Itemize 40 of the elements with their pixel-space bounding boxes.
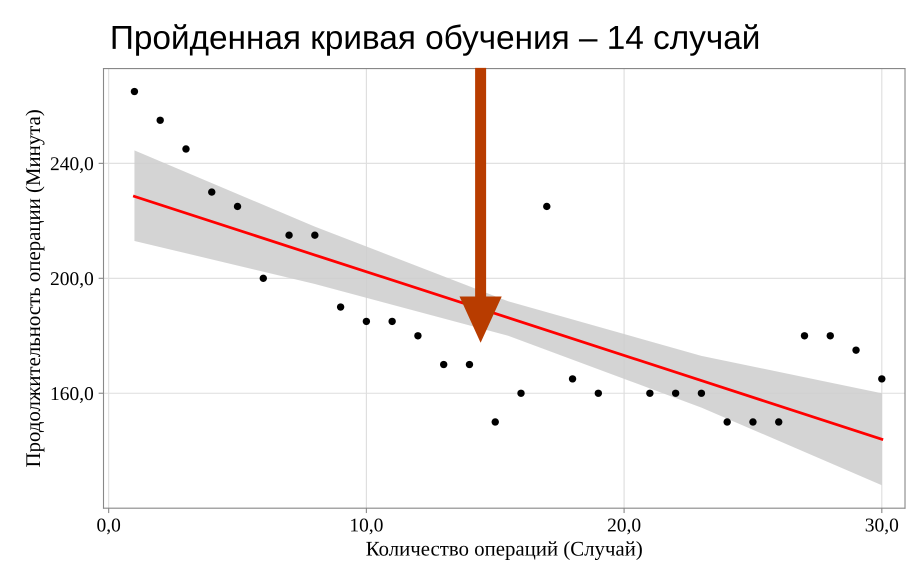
point	[749, 418, 757, 426]
line-series	[133, 195, 884, 441]
point	[800, 332, 808, 340]
point	[260, 274, 267, 282]
point	[672, 390, 680, 397]
point	[336, 303, 344, 311]
x-tick-label: 0,0	[97, 518, 120, 534]
point	[543, 202, 550, 210]
point	[362, 318, 370, 326]
y-tick-label: 240,0	[50, 157, 94, 174]
point	[646, 390, 654, 397]
point	[517, 390, 525, 397]
x-tick-label: 20,0	[608, 518, 640, 534]
point	[466, 360, 474, 368]
point	[698, 390, 706, 397]
x-tick-label: 10,0	[351, 518, 383, 534]
point	[878, 375, 886, 383]
y-tick-label: 160,0	[52, 387, 94, 403]
point	[724, 418, 731, 426]
point	[156, 116, 164, 124]
point	[775, 418, 782, 426]
point	[594, 390, 602, 397]
point	[388, 318, 396, 326]
chart-title: Пройденная кривая обучения – 14 случай	[112, 24, 758, 56]
point	[492, 418, 499, 426]
y-axis-title: Продолжительность операции (Минута)	[26, 110, 44, 467]
y-tick-label: 200,0	[50, 272, 94, 288]
point	[568, 375, 576, 383]
point	[826, 332, 834, 340]
point	[852, 346, 860, 354]
point	[311, 232, 319, 239]
x-axis-title: Количество операций (Случай)	[366, 541, 642, 560]
point	[208, 188, 216, 196]
x-tick-label: 30,0	[866, 518, 898, 534]
point	[182, 145, 190, 153]
point	[234, 202, 242, 210]
point	[414, 332, 422, 340]
point	[130, 88, 138, 96]
point	[440, 360, 448, 368]
point	[285, 232, 293, 239]
